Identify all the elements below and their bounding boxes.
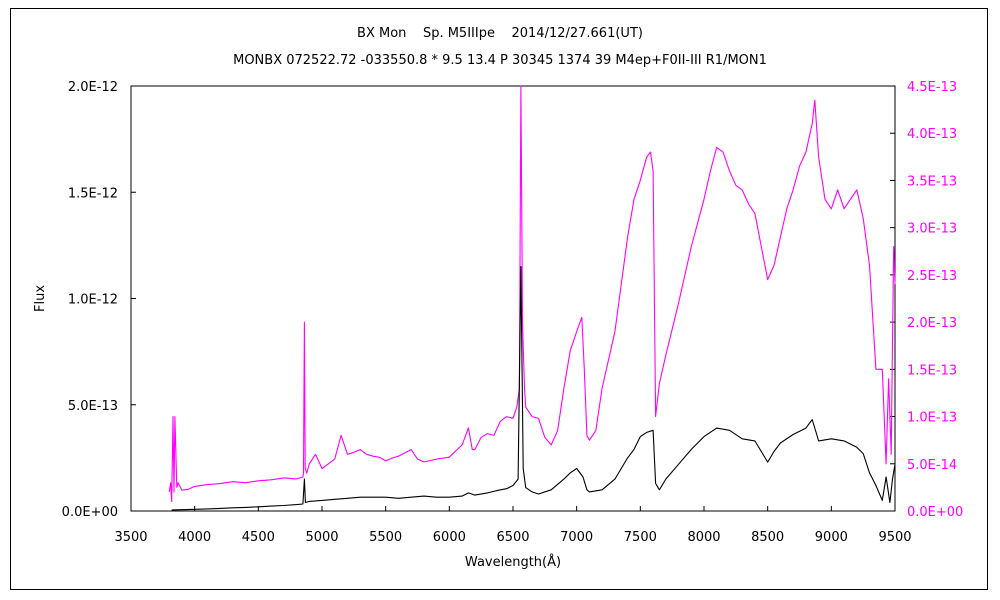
y-right-tick-label-1: 5.0E-14 [907,458,957,473]
x-tick-label-1: 4000 [178,530,211,545]
y-right-tick-label-4: 2.0E-13 [907,316,957,331]
x-tick-label-11: 9000 [815,530,848,545]
x-tick-label-8: 7500 [624,530,657,545]
y-right-tick-label-2: 1.0E-13 [907,411,957,426]
series-line-right [168,85,896,503]
y-axis-label: Flux [33,285,48,312]
y-left-tick-label-3: 1.5E-12 [68,186,118,201]
y-right-tick-label-6: 3.0E-13 [907,222,957,237]
plot-area [130,85,896,512]
x-tick-label-7: 7000 [560,530,593,545]
x-tick-label-4: 5500 [369,530,402,545]
x-tick-label-3: 5000 [305,530,338,545]
y-left-tick-label-0: 0.0E+00 [62,505,118,520]
x-tick-label-9: 8000 [687,530,720,545]
y-right-tick-label-0: 0.0E+00 [907,505,963,520]
y-right-tick-label-5: 2.5E-13 [907,269,957,284]
series-line-left [171,266,896,511]
chart-title: BX Mon Sp. M5IIIpe 2014/12/27.661(UT) [357,26,643,41]
x-tick-label-6: 6500 [496,530,529,545]
x-tick-label-12: 9500 [878,530,911,545]
x-tick-label-5: 6000 [433,530,466,545]
x-axis-label: Wavelength(Å) [465,554,561,570]
y-right-tick-label-3: 1.5E-13 [907,363,957,378]
y-left-tick-label-1: 5.0E-13 [68,399,118,414]
y-left-tick-label-4: 2.0E-12 [68,80,118,95]
y-right-tick-label-9: 4.5E-13 [907,80,957,95]
chart-subtitle: MONBX 072522.72 -033550.8 * 9.5 13.4 P 3… [233,53,767,68]
x-tick-label-0: 3500 [114,530,147,545]
y-right-tick-label-8: 4.0E-13 [907,127,957,142]
y-left-tick-label-2: 1.0E-12 [68,293,118,308]
y-right-tick-label-7: 3.5E-13 [907,174,957,189]
x-tick-label-2: 4500 [242,530,275,545]
chart-frame [10,8,988,590]
x-tick-label-10: 8500 [751,530,784,545]
